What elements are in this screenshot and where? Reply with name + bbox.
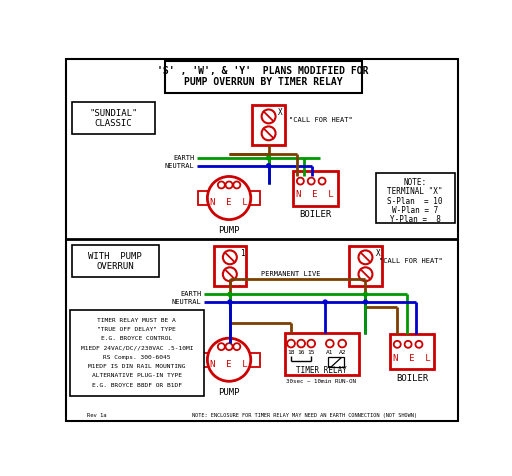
Text: NOTE:: NOTE:	[403, 178, 426, 187]
Text: WITH  PUMP: WITH PUMP	[88, 252, 142, 261]
Bar	[328, 357, 344, 367]
Circle shape	[358, 250, 372, 264]
Text: TIMER RELAY MUST BE A: TIMER RELAY MUST BE A	[97, 318, 176, 323]
Text: NEUTRAL: NEUTRAL	[172, 299, 201, 305]
Text: M1EDF 24VAC/DC//230VAC .5-10MI: M1EDF 24VAC/DC//230VAC .5-10MI	[80, 346, 193, 351]
Text: X: X	[278, 108, 283, 117]
Text: 'S' , 'W', & 'Y'  PLANS MODIFIED FOR: 'S' , 'W', & 'Y' PLANS MODIFIED FOR	[157, 66, 369, 76]
Circle shape	[394, 341, 401, 348]
Circle shape	[223, 250, 237, 264]
Text: NOTE: ENCLOSURE FOR TIMER RELAY MAY NEED AN EARTH CONNECTION (NOT SHOWN): NOTE: ENCLOSURE FOR TIMER RELAY MAY NEED…	[192, 414, 417, 418]
Text: "CALL FOR HEAT": "CALL FOR HEAT"	[379, 258, 443, 264]
Circle shape	[287, 340, 295, 347]
Bar	[285, 333, 358, 375]
Circle shape	[207, 338, 251, 381]
Text: EARTH: EARTH	[180, 291, 201, 298]
Text: "TRUE OFF DELAY" TYPE: "TRUE OFF DELAY" TYPE	[97, 327, 176, 332]
Circle shape	[364, 292, 368, 296]
Bar	[198, 191, 208, 205]
Circle shape	[404, 341, 412, 348]
Text: S-Plan  = 10: S-Plan = 10	[387, 197, 443, 206]
Text: 30sec ~ 10min RUN-ON: 30sec ~ 10min RUN-ON	[286, 379, 356, 384]
Bar	[72, 245, 159, 278]
Circle shape	[228, 292, 232, 296]
Text: CLASSIC: CLASSIC	[95, 119, 133, 128]
Bar	[70, 310, 203, 396]
Circle shape	[318, 178, 326, 185]
Text: ALTERNATIVE PLUG-IN TYPE: ALTERNATIVE PLUG-IN TYPE	[92, 373, 182, 378]
Circle shape	[207, 177, 251, 219]
Text: 15: 15	[308, 349, 315, 355]
Bar	[349, 246, 382, 286]
Circle shape	[297, 340, 305, 347]
Bar	[214, 246, 246, 286]
Circle shape	[233, 343, 240, 350]
Circle shape	[267, 156, 270, 160]
Text: Rev 1a: Rev 1a	[87, 414, 106, 418]
Text: "SUNDIAL": "SUNDIAL"	[90, 109, 138, 118]
Circle shape	[233, 181, 240, 188]
Circle shape	[226, 181, 232, 188]
Bar	[390, 334, 435, 369]
Text: EARTH: EARTH	[173, 155, 194, 161]
Bar	[72, 102, 156, 134]
Circle shape	[262, 109, 275, 123]
Text: 16: 16	[297, 349, 305, 355]
Circle shape	[267, 164, 270, 168]
Text: NEUTRAL: NEUTRAL	[164, 163, 194, 169]
Text: N  E  L: N E L	[296, 190, 334, 199]
Text: PUMP: PUMP	[218, 226, 240, 235]
Text: PUMP OVERRUN BY TIMER RELAY: PUMP OVERRUN BY TIMER RELAY	[184, 77, 343, 87]
Circle shape	[223, 268, 237, 281]
Bar	[250, 353, 260, 367]
Text: 18: 18	[287, 349, 295, 355]
Text: 1: 1	[240, 249, 245, 258]
Text: RS Comps. 300-6045: RS Comps. 300-6045	[103, 355, 170, 360]
Circle shape	[338, 340, 346, 347]
Circle shape	[323, 300, 327, 304]
Text: BOILER: BOILER	[299, 210, 331, 219]
Circle shape	[415, 341, 422, 348]
Circle shape	[262, 127, 275, 140]
Text: TIMER RELAY: TIMER RELAY	[296, 366, 347, 375]
Bar	[252, 105, 285, 145]
Text: X: X	[376, 249, 380, 258]
Text: N  E  L: N E L	[393, 354, 431, 363]
Circle shape	[226, 343, 232, 350]
Bar	[165, 61, 362, 93]
Circle shape	[308, 178, 315, 185]
Circle shape	[218, 181, 225, 188]
Text: TERMINAL "X": TERMINAL "X"	[387, 188, 443, 197]
Text: W-Plan = 7: W-Plan = 7	[392, 206, 438, 215]
Text: M1EDF IS DIN RAIL MOUNTING: M1EDF IS DIN RAIL MOUNTING	[88, 364, 186, 369]
Text: PUMP: PUMP	[218, 387, 240, 397]
Bar	[375, 173, 455, 223]
Circle shape	[307, 340, 315, 347]
Text: A2: A2	[338, 349, 346, 355]
Text: E.G. BROYCE CONTROL: E.G. BROYCE CONTROL	[101, 337, 173, 341]
Text: Y-Plan =  8: Y-Plan = 8	[390, 215, 440, 224]
Circle shape	[364, 300, 368, 304]
Text: A1: A1	[326, 349, 334, 355]
Circle shape	[358, 268, 372, 281]
Bar	[198, 353, 208, 367]
Circle shape	[218, 343, 225, 350]
Text: E.G. BROYCE B8DF OR B1DF: E.G. BROYCE B8DF OR B1DF	[92, 383, 182, 387]
Bar	[250, 191, 260, 205]
Circle shape	[297, 178, 304, 185]
Bar	[293, 171, 337, 206]
Text: BOILER: BOILER	[396, 374, 428, 383]
Text: N  E  L: N E L	[210, 360, 248, 369]
Text: "CALL FOR HEAT": "CALL FOR HEAT"	[289, 117, 352, 123]
Circle shape	[326, 340, 334, 347]
Circle shape	[228, 300, 232, 304]
Text: OVERRUN: OVERRUN	[96, 262, 134, 271]
Text: N  E  L: N E L	[210, 198, 248, 207]
Text: PERMANENT LIVE: PERMANENT LIVE	[261, 271, 321, 277]
